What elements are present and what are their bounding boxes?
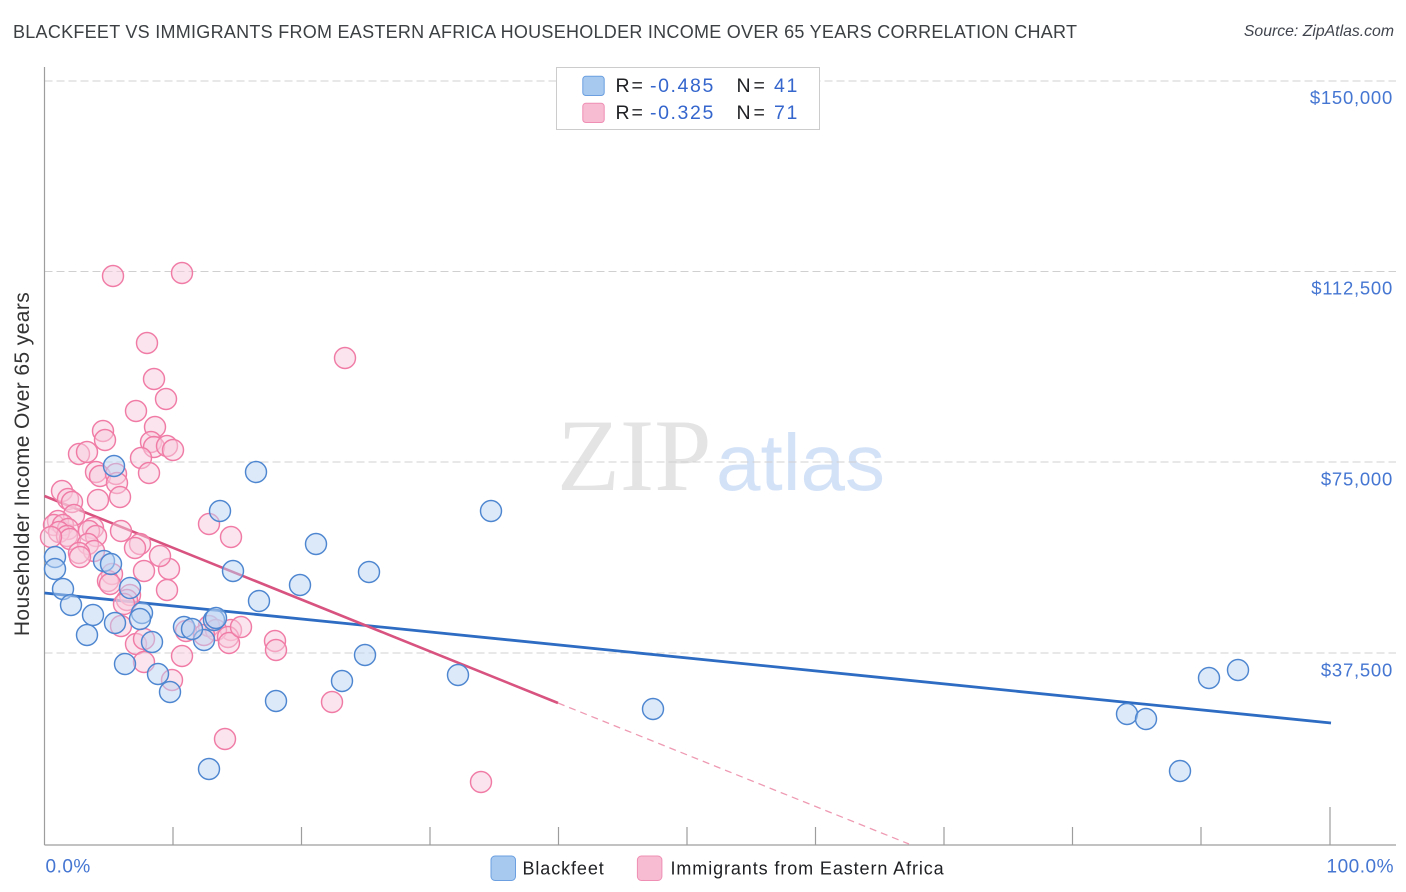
svg-text:$112,500: $112,500 [1311, 278, 1393, 299]
svg-text:$75,000: $75,000 [1321, 469, 1393, 490]
svg-text:BLACKFEET VS IMMIGRANTS FROM E: BLACKFEET VS IMMIGRANTS FROM EASTERN AFR… [13, 22, 1077, 42]
svg-text:100.0%: 100.0% [1327, 857, 1394, 878]
svg-text:Blackfeet: Blackfeet [523, 859, 605, 879]
svg-text:ZIP: ZIP [557, 399, 712, 513]
svg-text:0.0%: 0.0% [46, 857, 91, 878]
svg-text:$37,500: $37,500 [1321, 660, 1393, 681]
svg-text:Source: ZipAtlas.com: Source: ZipAtlas.com [1244, 23, 1394, 40]
svg-text:Householder Income Over 65 yea: Householder Income Over 65 years [11, 292, 34, 636]
svg-text:$150,000: $150,000 [1310, 87, 1393, 108]
svg-text:Immigrants from Eastern Africa: Immigrants from Eastern Africa [671, 859, 945, 879]
